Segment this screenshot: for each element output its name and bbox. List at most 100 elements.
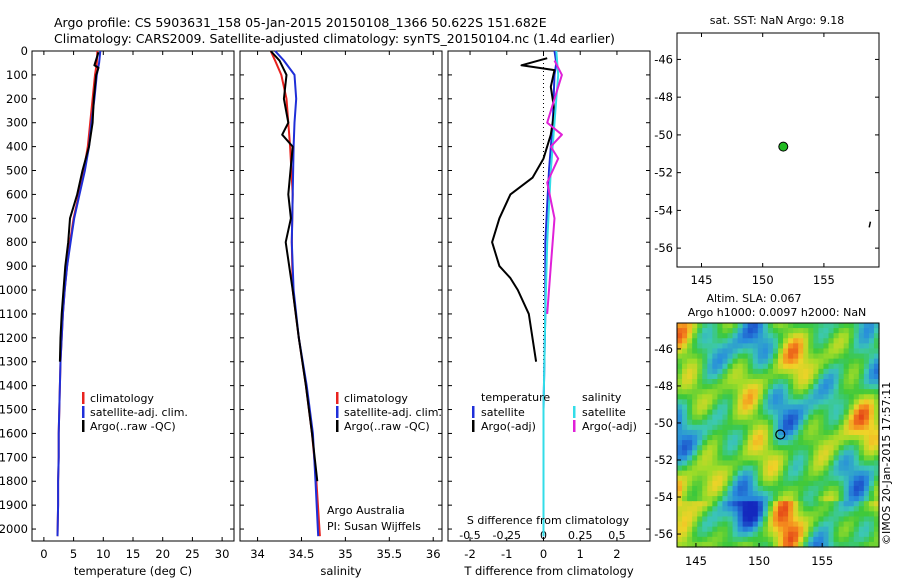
heatmap-cell <box>747 511 754 518</box>
heatmap-cell <box>702 450 708 456</box>
heatmap-cell <box>823 323 830 329</box>
heatmap-cell <box>732 373 739 380</box>
heatmap-cell <box>732 429 739 436</box>
heatmap-cell <box>788 338 794 344</box>
heatmap-cell <box>752 353 759 360</box>
heatmap-cell <box>767 389 774 395</box>
heatmap-cell <box>848 424 855 431</box>
heatmap-cell <box>772 440 779 446</box>
heatmap-cell <box>767 465 774 472</box>
heatmap-cell <box>873 435 880 441</box>
heatmap-cell <box>818 333 825 339</box>
heatmap-cell <box>868 526 875 533</box>
heatmap-cell <box>747 435 754 441</box>
heatmap-cell <box>742 506 749 512</box>
heatmap-cell <box>707 450 713 456</box>
sla-heatmap: 145 150 155-46-48-50-52-54-56 <box>654 323 880 568</box>
heatmap-cell <box>808 353 814 360</box>
heatmap-cell <box>722 323 729 329</box>
heatmap-cell <box>783 536 789 543</box>
heatmap-cell <box>858 475 865 482</box>
x2-tick-label: -0.25 <box>493 529 521 542</box>
heatmap-cell <box>682 368 688 375</box>
heatmap-cell <box>772 358 779 365</box>
heatmap-cell <box>808 399 814 406</box>
y-tick-label: 1700 <box>0 450 28 464</box>
heatmap-cell <box>813 511 819 518</box>
heatmap-cell <box>687 435 693 441</box>
heatmap-cell <box>793 328 799 334</box>
heatmap-cell <box>828 526 835 533</box>
heatmap-cell <box>868 389 875 395</box>
heatmap-cell <box>778 338 784 344</box>
heatmap-cell <box>853 491 860 497</box>
heatmap-cell <box>757 536 764 543</box>
heatmap-cell <box>697 536 703 543</box>
heatmap-cell <box>828 328 835 334</box>
heatmap-cell <box>788 399 794 406</box>
heatmap-cell <box>793 358 799 365</box>
heatmap-cell <box>712 491 718 497</box>
heatmap-cell <box>858 414 865 421</box>
heatmap-cell <box>702 348 708 355</box>
heatmap-cell <box>873 338 880 344</box>
heatmap-cell <box>722 475 729 482</box>
heatmap-cell <box>687 526 693 533</box>
heatmap-cell <box>838 521 845 528</box>
heatmap-cell <box>722 389 729 395</box>
heatmap-cell <box>868 328 875 334</box>
heatmap-cell <box>838 348 845 355</box>
heatmap-cell <box>737 475 744 482</box>
heatmap-cell <box>742 333 749 339</box>
heatmap-cell <box>682 353 688 360</box>
heatmap-cell <box>838 516 845 523</box>
heatmap-cell <box>752 541 759 548</box>
heatmap-cell <box>808 440 814 446</box>
heatmap-cell <box>793 373 799 380</box>
heatmap-cell <box>712 501 718 507</box>
heatmap-cell <box>737 353 744 360</box>
heatmap-cell <box>838 379 845 385</box>
heatmap-cell <box>687 429 693 436</box>
heatmap-cell <box>848 358 855 365</box>
heatmap-cell <box>863 445 870 451</box>
heatmap-cell <box>788 475 794 482</box>
heatmap-cell <box>813 450 819 456</box>
heatmap-cell <box>868 373 875 380</box>
heatmap-cell <box>687 501 693 507</box>
heatmap-cell <box>757 480 764 487</box>
heatmap-cell <box>757 343 764 350</box>
heatmap-cell <box>803 333 809 339</box>
heatmap-cell <box>692 470 698 477</box>
heatmap-cell <box>803 435 809 441</box>
heatmap-cell <box>722 496 729 502</box>
heatmap-cell <box>742 323 749 329</box>
heatmap-cell <box>858 470 865 477</box>
heatmap-cell <box>863 379 870 385</box>
heatmap-cell <box>732 460 739 467</box>
heatmap-cell <box>707 445 713 451</box>
heatmap-cell <box>793 531 799 538</box>
heatmap-cell <box>682 470 688 477</box>
temperature-xlabel: temperature (deg C) <box>74 564 192 578</box>
heatmap-cell <box>873 511 880 518</box>
heatmap-cell <box>707 491 713 497</box>
heatmap-cell <box>798 429 804 436</box>
heatmap-cell <box>717 521 724 528</box>
heatmap-cell <box>858 323 865 329</box>
heatmap-cell <box>868 409 875 416</box>
y-tick-label: -56 <box>654 527 673 541</box>
heatmap-cell <box>863 491 870 497</box>
heatmap-cell <box>762 394 769 400</box>
heatmap-cell <box>677 404 683 411</box>
heatmap-cell <box>788 450 794 456</box>
heatmap-cell <box>863 536 870 543</box>
heatmap-cell <box>732 445 739 451</box>
heatmap-cell <box>783 363 789 370</box>
heatmap-cell <box>793 536 799 543</box>
heatmap-cell <box>747 541 754 548</box>
heatmap-cell <box>702 409 708 416</box>
heatmap-cell <box>848 353 855 360</box>
heatmap-cell <box>808 404 814 411</box>
heatmap-cell <box>868 475 875 482</box>
